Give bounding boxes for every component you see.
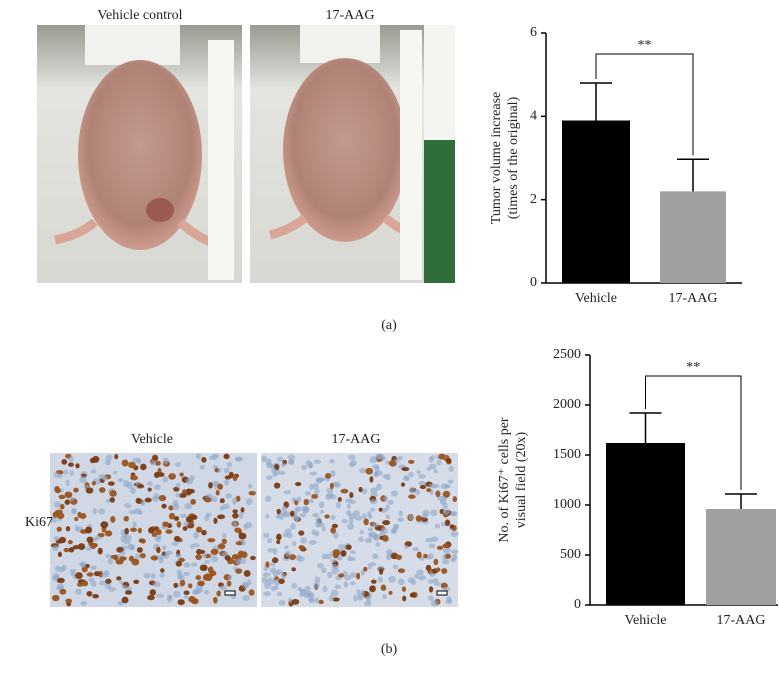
error-bar	[677, 158, 709, 192]
x-tick-label: 17-AAG	[669, 291, 718, 306]
photo-vehicle	[37, 25, 242, 283]
error-bar	[725, 493, 757, 509]
photo-label: Vehicle	[131, 432, 173, 447]
y-tick-label: 4	[530, 109, 537, 124]
panel-label: (a)	[381, 318, 397, 333]
significance-bracket	[595, 53, 694, 156]
y-axis-label: Tumor volume increase	[489, 92, 504, 224]
bar	[660, 191, 726, 283]
y-axis-label: visual field (20x)	[514, 431, 529, 528]
annotation: **	[686, 360, 700, 375]
y-tick-label: 1000	[553, 497, 581, 512]
bar	[562, 120, 630, 283]
micrograph-cells	[49, 453, 459, 607]
y-tick-label: 2500	[553, 347, 581, 362]
x-tick-label: 17-AAG	[717, 613, 766, 628]
scale-bar	[224, 590, 236, 596]
y-tick-label: 0	[574, 597, 581, 612]
y-tick-label: 500	[560, 547, 581, 562]
annotation: **	[638, 38, 652, 53]
row-label: Ki67	[25, 515, 53, 530]
bar	[706, 509, 776, 605]
scale-bar	[436, 590, 448, 596]
significance-bracket	[645, 375, 742, 490]
y-tick-label: 2	[530, 192, 537, 207]
y-tick-label: 6	[530, 25, 537, 40]
bar	[606, 443, 685, 605]
photo-label: Vehicle control	[97, 8, 182, 23]
panel-label: (b)	[381, 642, 398, 657]
y-axis-label: (times of the original)	[506, 96, 521, 219]
y-tick-label: 0	[530, 275, 537, 290]
y-tick-label: 2000	[553, 397, 581, 412]
photo-label: 17-AAG	[326, 8, 375, 23]
photo-17aag	[250, 25, 455, 283]
error-bar	[629, 412, 662, 443]
micrograph-17aag	[261, 453, 458, 607]
error-bar	[580, 82, 612, 121]
y-axis-label: No. of Ki67⁺ cells per	[497, 417, 512, 543]
y-tick-label: 1500	[553, 447, 581, 462]
x-tick-label: Vehicle	[625, 613, 667, 628]
photo-label: 17-AAG	[332, 432, 381, 447]
x-tick-label: Vehicle	[575, 291, 617, 306]
